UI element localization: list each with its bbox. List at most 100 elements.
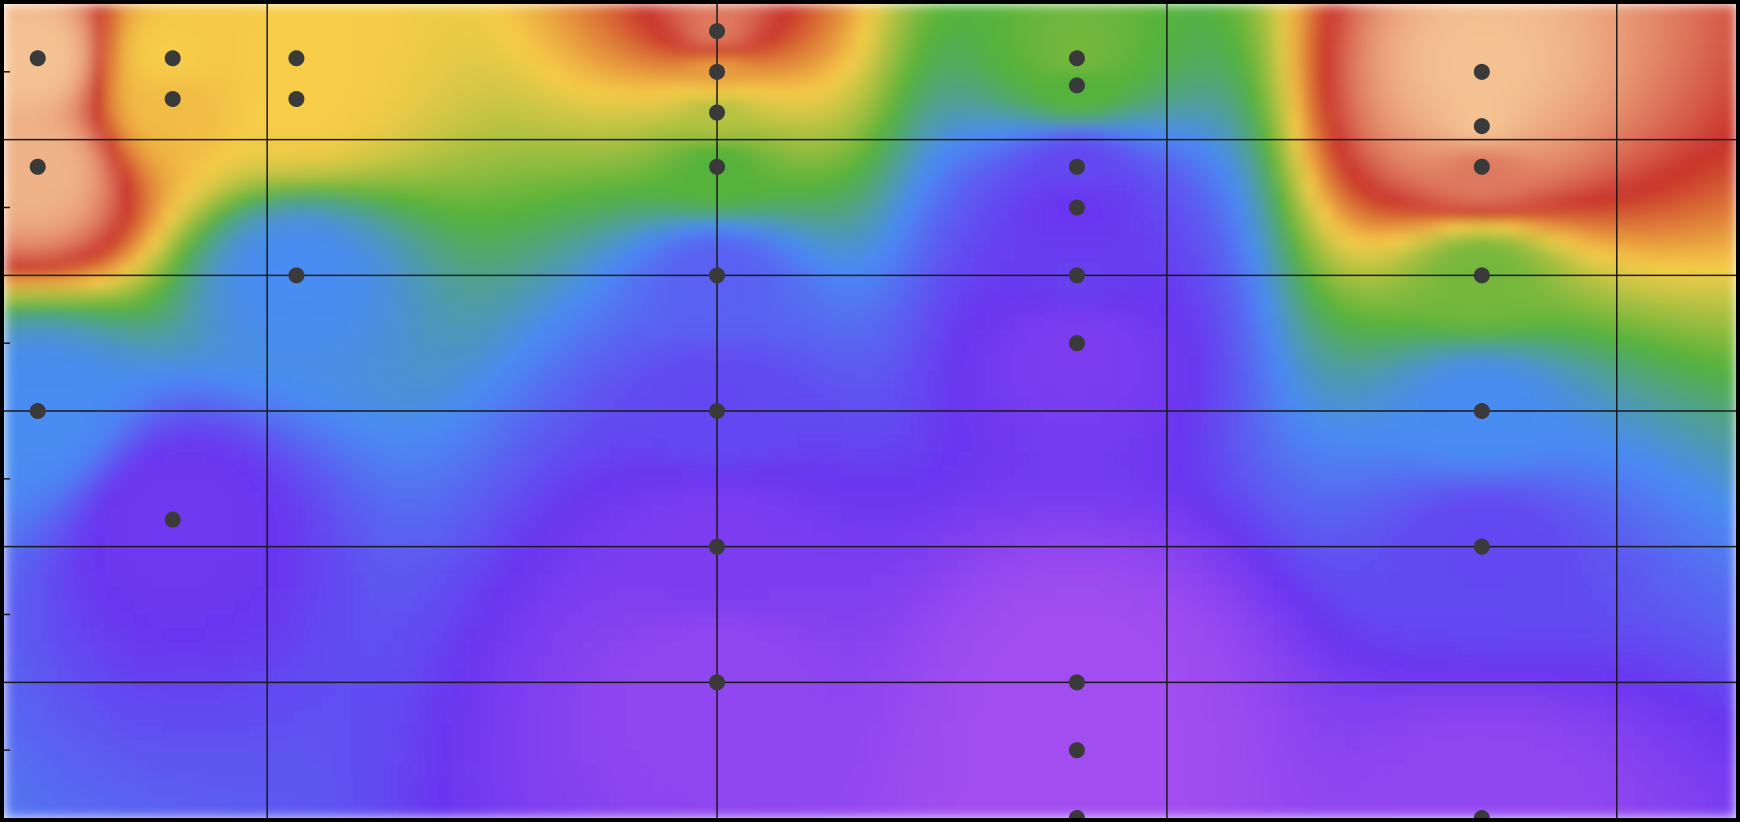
heatmap-cell: [32, 519, 49, 534]
heatmap-cell: [812, 343, 828, 358]
heatmap-cell: [870, 58, 886, 73]
heatmap-cell: [1375, 139, 1391, 155]
heatmap-cell: [494, 356, 510, 372]
heatmap-cell: [393, 221, 409, 236]
heatmap-cell: [509, 58, 525, 73]
heatmap-cell: [220, 139, 236, 155]
heatmap-cell: [1072, 370, 1088, 385]
heatmap-cell: [682, 505, 698, 521]
heatmap-cell: [552, 71, 568, 87]
heatmap-cell: [639, 44, 655, 60]
heatmap-cell: [148, 519, 164, 534]
heatmap-cell: [610, 560, 626, 575]
heatmap-cell: [768, 478, 785, 494]
heatmap-cell: [465, 288, 482, 304]
heatmap-cell: [1490, 329, 1506, 344]
heatmap-cell: [696, 221, 713, 236]
heatmap-cell: [768, 397, 785, 412]
heatmap-cell: [379, 288, 395, 304]
heatmap-cell: [191, 261, 207, 277]
heatmap-cell: [61, 533, 77, 548]
heatmap-cell: [812, 383, 828, 399]
heatmap-cell: [119, 519, 135, 534]
heatmap-cell: [422, 58, 438, 73]
heatmap-cell: [566, 478, 583, 494]
heatmap-cell: [1014, 126, 1030, 141]
heatmap-cell: [393, 329, 409, 344]
heatmap-cell: [364, 465, 381, 480]
heatmap-cell: [47, 383, 63, 399]
heatmap-cell: [1360, 261, 1376, 277]
heatmap-cell: [1144, 85, 1160, 100]
heatmap-cell: [321, 329, 337, 344]
heatmap-cell: [1346, 180, 1362, 195]
heatmap-cell: [768, 438, 785, 453]
heatmap-cell: [1620, 221, 1636, 236]
heatmap-cell: [177, 370, 193, 385]
heatmap-cell: [1591, 234, 1607, 249]
heatmap-cell: [1043, 519, 1059, 534]
heatmap-cell: [826, 370, 842, 385]
heatmap-cell: [1274, 302, 1290, 317]
heatmap-cell: [206, 505, 222, 521]
heatmap-cell: [278, 519, 294, 534]
heatmap-cell: [393, 533, 409, 548]
heatmap-cell: [653, 438, 669, 453]
heatmap-cell: [18, 424, 34, 439]
heatmap-cell: [494, 411, 510, 426]
heatmap-cell: [696, 31, 713, 46]
heatmap-cell: [552, 302, 568, 317]
heatmap-cell: [1461, 112, 1477, 127]
heatmap-cell: [18, 98, 34, 114]
heatmap-cell: [1519, 383, 1535, 399]
heatmap-cell: [1577, 397, 1593, 412]
heatmap-cell: [971, 316, 987, 331]
heatmap-cell: [307, 424, 323, 439]
heatmap-cell: [278, 207, 294, 222]
heatmap-cell: [1634, 546, 1651, 562]
heatmap-cell: [999, 383, 1016, 399]
heatmap-cell: [364, 58, 381, 73]
heatmap-cell: [379, 221, 395, 236]
heatmap-cell: [538, 275, 554, 290]
heatmap-cell: [927, 546, 943, 562]
heatmap-cell: [1129, 71, 1146, 87]
heatmap-cell: [1418, 383, 1434, 399]
heatmap-cell: [321, 424, 337, 439]
heatmap-cell: [191, 478, 207, 494]
heatmap-cell: [1505, 207, 1521, 222]
heatmap-cell: [494, 533, 510, 548]
heatmap-cell: [1606, 356, 1622, 372]
heatmap-cell: [1216, 397, 1232, 412]
heatmap-cell: [191, 533, 207, 548]
heatmap-cell: [1533, 71, 1550, 87]
heatmap-cell: [1721, 438, 1736, 453]
heatmap-cell: [1389, 139, 1405, 155]
heatmap-cell: [307, 261, 323, 277]
heatmap-cell: [812, 193, 828, 209]
heatmap-cell: [148, 17, 164, 32]
heatmap-cell: [220, 248, 236, 263]
heatmap-cell: [1144, 519, 1160, 534]
heatmap-cell: [1288, 85, 1304, 100]
heatmap-cell: [18, 207, 34, 222]
heatmap-cell: [682, 221, 698, 236]
heatmap-cell: [1678, 492, 1694, 507]
heatmap-cell: [1490, 248, 1506, 263]
heatmap-cell: [1692, 126, 1708, 141]
heatmap-cell: [1216, 343, 1232, 358]
heatmap-cell: [985, 438, 1001, 453]
heatmap-cell: [1028, 316, 1044, 331]
heatmap-cell: [1476, 44, 1492, 60]
heatmap-cell: [1317, 478, 1333, 494]
heatmap-cell: [1461, 438, 1477, 453]
heatmap-cell: [826, 153, 842, 168]
heatmap-cell: [1389, 397, 1405, 412]
heatmap-cell: [826, 302, 842, 317]
heatmap-cell: [1245, 505, 1261, 521]
heatmap-cell: [61, 343, 77, 358]
heatmap-cell: [1606, 370, 1622, 385]
heatmap-cell: [1634, 193, 1651, 209]
heatmap-cell: [335, 234, 352, 249]
heatmap-cell: [884, 316, 900, 331]
